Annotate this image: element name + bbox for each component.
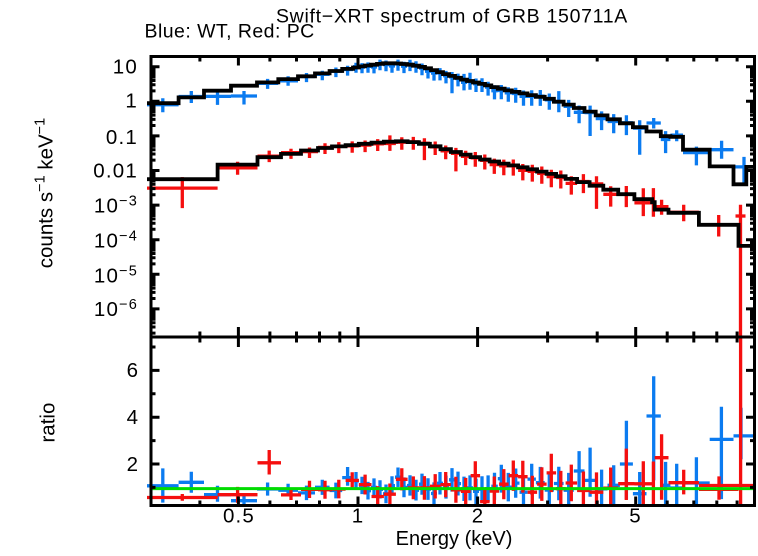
svg-text:10−5: 10−5 (94, 263, 138, 287)
svg-text:ratio: ratio (37, 403, 60, 443)
svg-text:5: 5 (629, 505, 642, 528)
svg-text:10: 10 (113, 56, 138, 79)
svg-text:0.1: 0.1 (106, 126, 138, 149)
svg-text:2: 2 (127, 453, 138, 476)
svg-text:1: 1 (352, 505, 365, 528)
svg-text:2: 2 (472, 505, 485, 528)
svg-text:10−6: 10−6 (94, 297, 138, 321)
svg-text:6: 6 (127, 359, 138, 382)
svg-text:0.01: 0.01 (93, 160, 138, 183)
svg-text:0.5: 0.5 (223, 505, 255, 528)
svg-text:4: 4 (127, 406, 138, 429)
svg-text:10−3: 10−3 (94, 193, 138, 217)
svg-text:1: 1 (125, 90, 138, 113)
svg-text:Energy (keV): Energy (keV) (396, 528, 513, 550)
svg-text:counts s−1 keV−1: counts s−1 keV−1 (33, 118, 58, 268)
svg-text:10−4: 10−4 (94, 228, 138, 252)
svg-text:Blue: WT, Red: PC: Blue: WT, Red: PC (145, 21, 315, 43)
svg-text:Swift−XRT spectrum of GRB 1507: Swift−XRT spectrum of GRB 150711A (276, 6, 628, 28)
